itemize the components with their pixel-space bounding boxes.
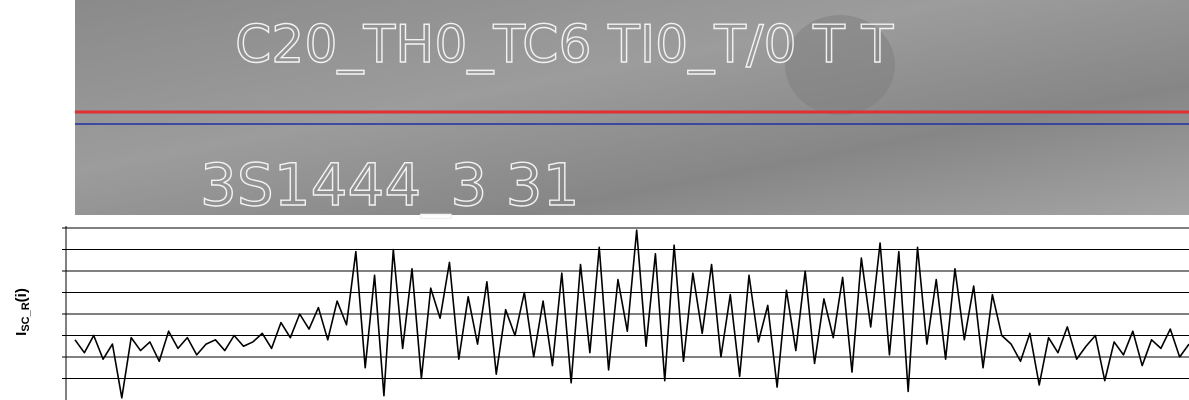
page: C20_TH0_TC6 TI0_T/0 T T 3S1444_3 31 ISC_… [0,0,1189,400]
y-label-sub: SC_R [20,302,32,331]
y-label-tail: (i) [13,288,30,302]
y-axis-label: ISC_R(i) [13,288,32,336]
figure: C20_TH0_TC6 TI0_T/0 T T 3S1444_3 31 ISC_… [0,0,1189,400]
chalk-text: 3S1444_3 31 [200,151,579,219]
chalk-text: C20_TH0_TC6 TI0_T/0 T T [235,15,893,75]
